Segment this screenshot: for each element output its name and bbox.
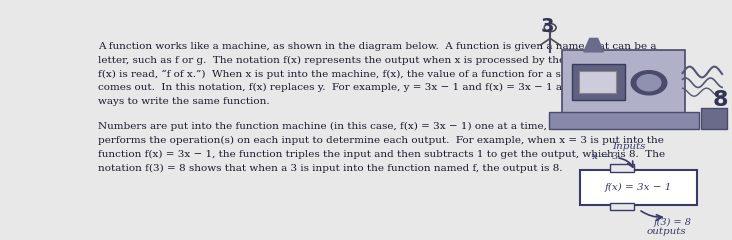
Polygon shape — [584, 38, 603, 52]
FancyBboxPatch shape — [579, 71, 616, 93]
Text: letter, such as f or g.  The notation f(x) represents the output when x is proce: letter, such as f or g. The notation f(x… — [98, 56, 657, 65]
Text: A function works like a machine, as shown in the diagram below.  A function is g: A function works like a machine, as show… — [98, 42, 657, 51]
Circle shape — [637, 75, 661, 91]
FancyBboxPatch shape — [562, 50, 684, 120]
FancyBboxPatch shape — [580, 170, 698, 205]
Text: notation f(3) = 8 shows that when a 3 is input into the function named f, the ou: notation f(3) = 8 shows that when a 3 is… — [98, 164, 563, 173]
Text: 8: 8 — [712, 90, 728, 110]
Text: f(x) is read, “f of x.”)  When x is put into the machine, f(x), the value of a f: f(x) is read, “f of x.”) When x is put i… — [98, 69, 640, 79]
Text: f(3) = 8: f(3) = 8 — [653, 218, 691, 227]
Text: Numbers are put into the function machine (in this case, f(x) = 3x − 1) one at a: Numbers are put into the function machin… — [98, 122, 664, 131]
Text: Inputs: Inputs — [613, 142, 646, 151]
FancyBboxPatch shape — [610, 164, 634, 172]
FancyBboxPatch shape — [549, 112, 699, 129]
Text: comes out.  In this notation, f(x) replaces y.  For example, y = 3x − 1 and f(x): comes out. In this notation, f(x) replac… — [98, 83, 632, 92]
Text: ways to write the same function.: ways to write the same function. — [98, 97, 270, 106]
FancyBboxPatch shape — [701, 108, 727, 129]
FancyBboxPatch shape — [610, 203, 634, 210]
Text: x = 3: x = 3 — [592, 152, 618, 161]
FancyBboxPatch shape — [572, 64, 625, 100]
Text: 3: 3 — [540, 17, 554, 36]
Text: function f(x) = 3x − 1, the function triples the input and then subtracts 1 to g: function f(x) = 3x − 1, the function tri… — [98, 150, 665, 159]
Text: performs the operation(s) on each input to determine each output.  For example, : performs the operation(s) on each input … — [98, 136, 664, 145]
Text: f(x) = 3x − 1: f(x) = 3x − 1 — [605, 183, 673, 192]
Text: outputs: outputs — [647, 227, 687, 236]
Circle shape — [631, 71, 667, 95]
